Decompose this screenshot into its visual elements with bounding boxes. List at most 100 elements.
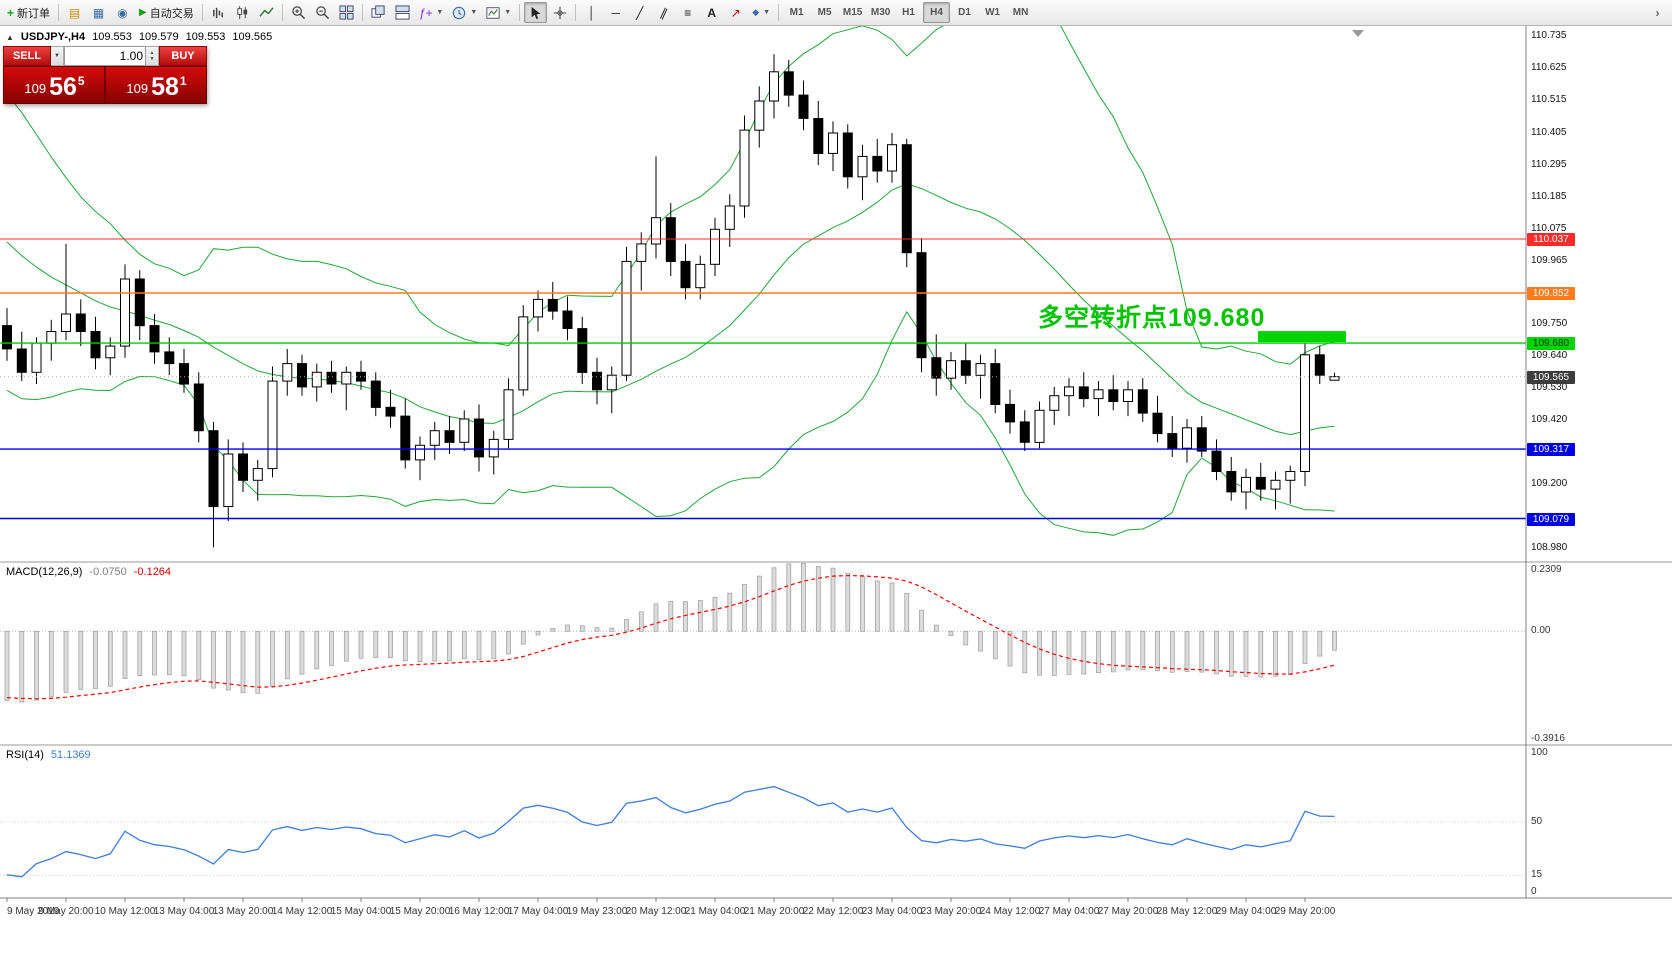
line-chart-icon (259, 7, 274, 17)
buy-button[interactable]: BUY (159, 46, 207, 66)
macd-main-value: -0.0750 (89, 566, 127, 578)
sell-price-button[interactable]: 109 56 5 (3, 66, 105, 104)
time-axis-label: 28 May 12:00 (1157, 906, 1218, 917)
chart-window-icon: ▤ (68, 5, 81, 20)
pivot-annotation: 多空转折点109.680 (1038, 304, 1266, 332)
time-axis-label: 13 May 20:00 (213, 906, 274, 917)
one-click-trading-panel: SELL ▼ 1.00 ▲ ▼ BUY 109 56 5 109 58 1 (3, 46, 207, 104)
toolbar-separator (361, 4, 363, 21)
bar-chart-button[interactable] (207, 2, 230, 23)
time-axis-label: 23 May 04:00 (862, 906, 923, 917)
buy-price-pip: 1 (179, 74, 187, 88)
toolbar-separator (519, 4, 521, 21)
time-axis-label: 27 May 20:00 (1098, 906, 1159, 917)
order-type-dropdown[interactable]: ▼ (51, 46, 64, 66)
timeframe-button-m30[interactable]: M30 (867, 2, 894, 23)
sell-button[interactable]: SELL (3, 46, 51, 66)
zoom-in-icon (291, 6, 305, 20)
periods-clock-icon (453, 6, 466, 19)
volume-input[interactable]: 1.00 (64, 46, 146, 66)
toolbar-overflow-button[interactable]: › (1646, 2, 1669, 23)
timeframe-button-m1[interactable]: M1 (783, 2, 810, 23)
new-order-button[interactable]: + 新订单 (3, 2, 54, 23)
cascade-windows-icon (371, 5, 385, 18)
timeframe-button-mn[interactable]: MN (1007, 2, 1034, 23)
line-chart-button[interactable] (255, 2, 278, 23)
arrow-tool-button[interactable]: ↗ (724, 2, 747, 23)
market-watch-icon: ▦ (92, 5, 105, 20)
macd-signal-value: -0.1264 (133, 566, 172, 578)
buy-price-main: 58 (151, 72, 179, 101)
dropdown-caret-icon: ▼ (504, 9, 512, 16)
chart-header: ▲ USDJPY-,H4 109.553 109.579 109.553 109… (6, 31, 272, 43)
overflow-icon: › (1655, 5, 1660, 20)
buy-price-prefix: 109 (126, 81, 149, 96)
auto-trading-play-icon: ▶ (139, 6, 147, 18)
macd-label: MACD(12,26,9) -0.0750 -0.1264 (6, 566, 171, 578)
auto-trading-button[interactable]: ▶ 自动交易 (135, 2, 198, 23)
toolbar-separator (778, 4, 780, 21)
vertical-line-button[interactable]: │ (580, 2, 603, 23)
indicators-icon: ƒ+ (418, 5, 433, 20)
vertical-line-icon: │ (587, 5, 596, 20)
market-watch-button[interactable]: ▦ (87, 2, 110, 23)
crosshair-button[interactable] (548, 2, 571, 23)
time-axis-label: 13 May 04:00 (154, 906, 215, 917)
toolbar-separator (281, 4, 283, 21)
zoom-out-button[interactable] (311, 2, 334, 23)
time-axis-label: 27 May 04:00 (1039, 906, 1100, 917)
templates-button[interactable]: ▼ (482, 2, 515, 23)
buy-price-button[interactable]: 109 58 1 (105, 66, 207, 104)
horizontal-lines (0, 238, 1526, 520)
trendline-button[interactable]: ╱ (628, 2, 651, 23)
indicators-button[interactable]: ƒ+ ▼ (415, 2, 448, 23)
periods-button[interactable]: ▼ (448, 2, 481, 23)
timeframe-button-d1[interactable]: D1 (951, 2, 978, 23)
channel-button[interactable]: ∥ (652, 2, 675, 23)
arrange-windows-button[interactable] (391, 2, 414, 23)
zoom-out-icon (315, 6, 329, 20)
fibonacci-button[interactable]: ≡ (676, 2, 699, 23)
navigator-button[interactable]: ◉ (111, 2, 134, 23)
time-axis-label: 22 May 12:00 (803, 906, 864, 917)
fibonacci-icon: ≡ (684, 5, 692, 20)
candlestick-chart-button[interactable] (231, 2, 254, 23)
chart-window-button[interactable]: ▤ (63, 2, 86, 23)
sell-price-prefix: 109 (24, 81, 47, 96)
timeframe-group: M1 M5 M15 M30 H1 H4 D1 W1 MN (783, 2, 1034, 23)
time-axis-label: 15 May 04:00 (331, 906, 392, 917)
chart-area[interactable]: 9 May 2019 9 May 20:00 10 May 12:00 13 May … (0, 26, 1672, 953)
rsi-name: RSI(14) (6, 749, 44, 761)
candlestick-chart-icon (237, 5, 247, 20)
arrange-windows-icon (395, 5, 410, 20)
timeframe-button-m5[interactable]: M5 (811, 2, 838, 23)
cursor-button[interactable] (524, 2, 548, 23)
cascade-windows-button[interactable] (367, 2, 390, 23)
macd-histogram (4, 563, 1337, 703)
sell-price-pip: 5 (77, 74, 85, 88)
timeframe-button-h4[interactable]: H4 (923, 2, 951, 23)
trendline-icon: ╱ (636, 5, 644, 20)
timeframe-button-w1[interactable]: W1 (979, 2, 1006, 23)
time-axis-label: 19 May 23:00 (567, 906, 628, 917)
time-axis-label: 23 May 20:00 (921, 906, 982, 917)
time-axis-label: 21 May 20:00 (744, 906, 805, 917)
time-axis-label: 24 May 12:00 (980, 906, 1041, 917)
volume-stepper[interactable]: ▲ ▼ (146, 46, 159, 66)
shapes-button[interactable]: ◆ ▼ (748, 2, 774, 23)
timeframe-button-h1[interactable]: H1 (895, 2, 922, 23)
ohlc-low: 109.553 (185, 31, 226, 43)
horizontal-line-icon: ─ (611, 5, 620, 20)
tile-windows-icon (339, 5, 354, 20)
chart-expand-icon: ▲ (6, 32, 14, 42)
timeframe-button-m15[interactable]: M15 (839, 2, 866, 23)
zoom-in-button[interactable] (287, 2, 310, 23)
rsi-value: 51.1369 (50, 749, 91, 761)
text-tool-button[interactable]: A (700, 2, 723, 23)
horizontal-line-button[interactable]: ─ (604, 2, 627, 23)
time-axis-label: 29 May 20:00 (1275, 906, 1336, 917)
tile-windows-button[interactable] (335, 2, 358, 23)
ohlc-close: 109.565 (232, 31, 273, 43)
